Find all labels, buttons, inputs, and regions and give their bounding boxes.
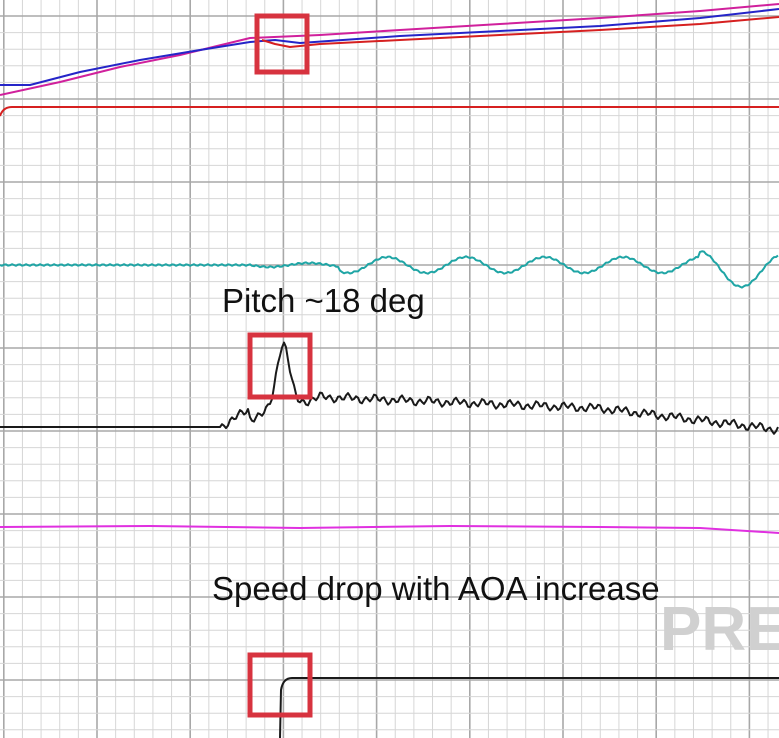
pitch-trace (0, 341, 779, 435)
highlight-box (247, 652, 313, 718)
highlight-box (247, 332, 313, 400)
annotation: Pitch ~18 deg (222, 282, 425, 319)
annotation: Speed drop with AOA increase (212, 570, 660, 607)
highlight-box (254, 13, 310, 75)
magenta-lower-trace (0, 525, 779, 534)
red-flat-trace (0, 106, 779, 117)
red-trace (261, 16, 779, 48)
watermark: PRE (660, 595, 779, 664)
magenta-trace (0, 3, 779, 96)
speed-trace (279, 677, 779, 738)
teal-trace (0, 250, 779, 289)
blue-trace (0, 8, 779, 86)
